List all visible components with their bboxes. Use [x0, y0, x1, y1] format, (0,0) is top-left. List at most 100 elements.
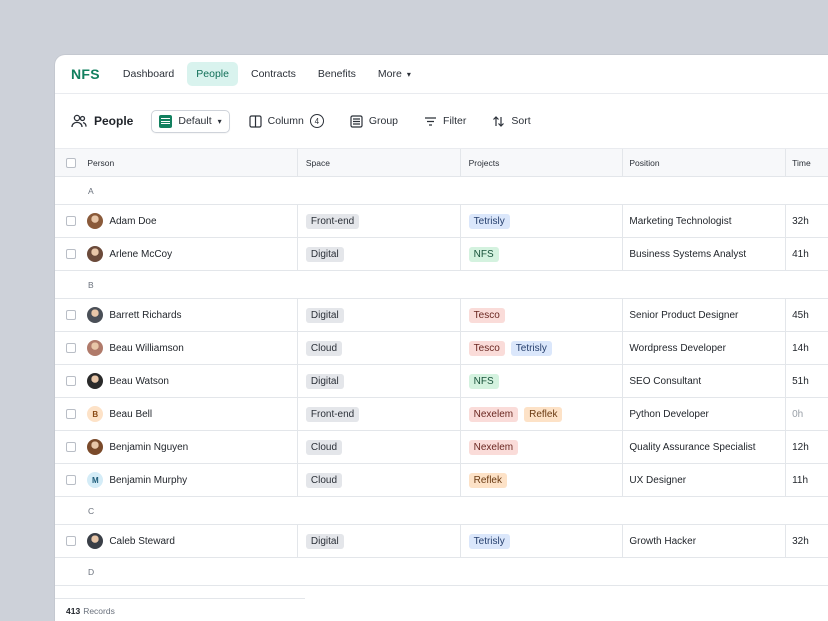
- header-time[interactable]: Time: [792, 157, 811, 168]
- header-person[interactable]: Person: [87, 149, 298, 176]
- person-cell: Beau Watson: [87, 365, 298, 397]
- person-cell: Barrett Richards: [87, 299, 298, 331]
- person-name: Beau Watson: [109, 375, 169, 387]
- group-button[interactable]: Group: [343, 111, 405, 132]
- time-cell: 11h: [792, 474, 809, 486]
- project-tag: Reflek: [468, 472, 507, 488]
- person-cell: M Benjamin Murphy: [87, 464, 298, 496]
- toolbar: People Default ▾ Column 4 Group Filter S…: [55, 94, 828, 149]
- position-cell: Business Systems Analyst: [623, 238, 787, 270]
- row-checkbox[interactable]: [66, 409, 77, 419]
- table-row[interactable]: Arlene McCoy Digital NFS Business Systems A…: [55, 238, 828, 271]
- columns-icon: [249, 114, 262, 128]
- project-tag: Tetrisly: [468, 213, 510, 229]
- space-tag: Cloud: [305, 472, 343, 488]
- row-checkbox[interactable]: [66, 310, 77, 320]
- project-tag: Tesco: [468, 340, 505, 356]
- filter-button[interactable]: Filter: [417, 111, 473, 132]
- avatar: M: [87, 472, 104, 488]
- time-cell: 45h: [792, 309, 809, 321]
- position-cell: Python Developer: [623, 398, 787, 430]
- project-tag: Reflek: [524, 406, 563, 422]
- person-name: Beau Bell: [109, 408, 153, 420]
- table-row[interactable]: M Benjamin Murphy Cloud Reflek UX Designer 11…: [55, 464, 828, 497]
- group-header: B: [55, 271, 828, 299]
- project-tag: Nexelem: [468, 439, 519, 455]
- table-header: Person Space Projects Position Time: [55, 149, 828, 177]
- avatar: [87, 533, 104, 549]
- table-row[interactable]: Beau Williamson Cloud Tesco Tetrisly Wordpre…: [55, 332, 828, 365]
- time-cell: 51h: [792, 375, 809, 387]
- nav-item-dashboard[interactable]: Dashboard: [122, 68, 175, 80]
- avatar: [87, 213, 104, 229]
- person-cell: B Beau Bell: [87, 398, 298, 430]
- project-tag: NFS: [468, 246, 499, 262]
- table-row[interactable]: Caleb Steward Digital Tetrisly Growth Hacke…: [55, 525, 828, 558]
- position-cell: UX Designer: [623, 464, 787, 496]
- row-checkbox[interactable]: [66, 475, 77, 485]
- person-name: Caleb Steward: [109, 535, 175, 547]
- row-checkbox[interactable]: [66, 536, 77, 546]
- nav-item-contracts[interactable]: Contracts: [250, 68, 296, 80]
- table-row[interactable]: B Beau Bell Front-end Nexelem Reflek Python D…: [55, 398, 828, 431]
- header-position[interactable]: Position: [623, 149, 787, 176]
- nav-item-more[interactable]: More ▾: [377, 68, 411, 80]
- person-cell: Adam Doe: [87, 205, 298, 237]
- project-tag: NFS: [468, 373, 499, 389]
- chevron-down-icon: ▾: [217, 116, 222, 126]
- person-cell: Beau Williamson: [87, 332, 298, 364]
- person-name: Beau Williamson: [109, 342, 184, 354]
- person-name: Adam Doe: [109, 215, 157, 227]
- position-cell: Quality Assurance Specialist: [623, 431, 787, 463]
- person-name: Benjamin Nguyen: [109, 441, 189, 453]
- person-cell: Arlene McCoy: [87, 238, 298, 270]
- table-row[interactable]: Barrett Richards Digital Tesco Senior Produ…: [55, 299, 828, 332]
- nav-item-benefits[interactable]: Benefits: [317, 68, 356, 80]
- header-projects[interactable]: Projects: [461, 149, 624, 176]
- row-checkbox[interactable]: [66, 249, 77, 259]
- space-tag: Front-end: [305, 213, 360, 229]
- chevron-down-icon: ▾: [406, 69, 411, 79]
- group-header: A: [55, 177, 828, 205]
- row-checkbox[interactable]: [66, 376, 77, 386]
- position-cell: Wordpress Developer: [623, 332, 787, 364]
- space-tag: Front-end: [305, 406, 360, 422]
- table-row[interactable]: Benjamin Nguyen Cloud Nexelem Quality Assur…: [55, 431, 828, 464]
- avatar: [87, 340, 104, 356]
- table-row[interactable]: Adam Doe Front-end Tetrisly Marketing Techn…: [55, 205, 828, 238]
- group-header: D: [55, 558, 828, 586]
- filter-icon: [425, 116, 437, 126]
- row-checkbox[interactable]: [66, 343, 77, 353]
- space-tag: Cloud: [305, 340, 343, 356]
- position-cell: SEO Consultant: [623, 365, 787, 397]
- table-view-icon: [159, 114, 173, 128]
- time-cell: 0h: [792, 408, 804, 420]
- time-cell: 12h: [792, 441, 809, 453]
- person-cell: Benjamin Nguyen: [87, 431, 298, 463]
- person-name: Barrett Richards: [109, 309, 182, 321]
- time-cell: 32h: [792, 535, 809, 547]
- avatar: [87, 307, 104, 323]
- avatar: [87, 246, 104, 262]
- position-cell: Growth Hacker: [623, 525, 787, 557]
- view-select-button[interactable]: Default ▾: [151, 109, 230, 133]
- project-tag: Tesco: [468, 307, 505, 323]
- nav-item-people[interactable]: People: [187, 62, 238, 86]
- project-tag: Nexelem: [468, 406, 519, 422]
- app-window: NFS Dashboard People Contracts Benefits More…: [55, 55, 828, 621]
- project-tag: Tetrisly: [468, 533, 510, 549]
- row-checkbox[interactable]: [66, 442, 77, 452]
- sort-icon: [493, 115, 505, 127]
- time-cell: 14h: [792, 342, 809, 354]
- column-button[interactable]: Column 4: [242, 110, 331, 132]
- space-tag: Digital: [305, 533, 344, 549]
- table-row[interactable]: Beau Watson Digital NFS SEO Consultant 51h: [55, 365, 828, 398]
- select-all-checkbox[interactable]: [66, 157, 77, 168]
- top-navigation: NFS Dashboard People Contracts Benefits More…: [55, 55, 828, 94]
- avatar: [87, 439, 104, 455]
- sort-button[interactable]: Sort: [485, 111, 537, 132]
- header-space[interactable]: Space: [298, 149, 461, 176]
- records-footer: 413 Records: [55, 598, 305, 621]
- logo: NFS: [71, 66, 100, 82]
- row-checkbox[interactable]: [66, 216, 77, 226]
